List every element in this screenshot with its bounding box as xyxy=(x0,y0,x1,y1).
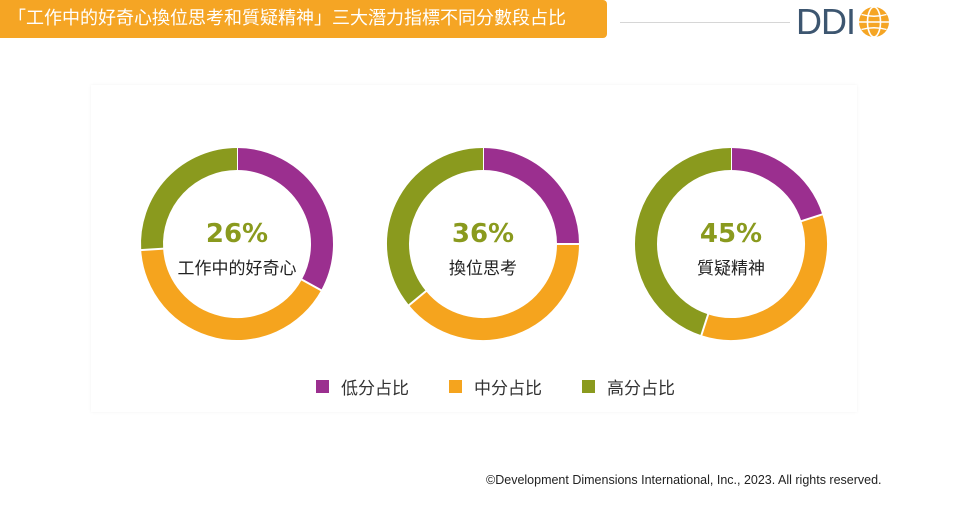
legend-swatch-low xyxy=(316,380,329,393)
donut-percent-label: 26% xyxy=(206,219,268,249)
donut-segment-high xyxy=(635,148,732,336)
legend-item-low: 低分占比 xyxy=(316,374,409,399)
donut-percent-label: 36% xyxy=(452,219,514,249)
logo-text: DDI xyxy=(796,1,856,42)
donut-segment-low xyxy=(730,148,823,222)
donut-segment-high xyxy=(387,148,484,306)
globe-icon xyxy=(859,6,889,38)
donut-percent-label: 45% xyxy=(700,219,762,249)
page-title: 「工作中的好奇心換位思考和質疑精神」三大潛力指標不同分數段占比 xyxy=(0,0,607,38)
legend-swatch-high xyxy=(582,380,595,393)
copyright-text: ©Development Dimensions International, I… xyxy=(486,473,882,487)
segment-separator xyxy=(407,289,428,307)
donut-center-label: 換位思考 xyxy=(449,259,517,279)
legend-item-mid: 中分占比 xyxy=(449,374,542,399)
legend-label-low: 低分占比 xyxy=(341,379,409,399)
donut-segment-mid xyxy=(701,214,827,340)
donut-center-label: 工作中的好奇心 xyxy=(178,259,297,279)
segment-separator xyxy=(140,247,165,252)
donut-segment-high xyxy=(141,148,238,251)
legend-label-high: 高分占比 xyxy=(607,379,675,399)
header-divider xyxy=(620,22,790,23)
donut-segment-mid xyxy=(141,248,322,340)
donut-segment-low xyxy=(236,148,333,291)
donut-chart-2: 36% 換位思考 xyxy=(387,147,580,340)
ddi-logo: DDI xyxy=(796,4,891,40)
donut-segment-mid xyxy=(409,243,579,340)
segment-separator xyxy=(300,278,323,292)
donut-center-label: 質疑精神 xyxy=(697,259,765,279)
donut-chart-3: 45% 質疑精神 xyxy=(635,147,827,340)
donut-chart-1: 26% 工作中的好奇心 xyxy=(140,147,333,340)
segment-separator xyxy=(800,213,824,223)
legend-label-mid: 中分占比 xyxy=(474,379,542,399)
chart-legend: 低分占比 中分占比 高分占比 xyxy=(316,374,675,399)
segment-separator xyxy=(700,313,710,337)
legend-swatch-mid xyxy=(449,380,462,393)
chart-panel xyxy=(91,85,857,412)
legend-item-high: 高分占比 xyxy=(582,374,675,399)
donut-segment-low xyxy=(482,148,579,245)
